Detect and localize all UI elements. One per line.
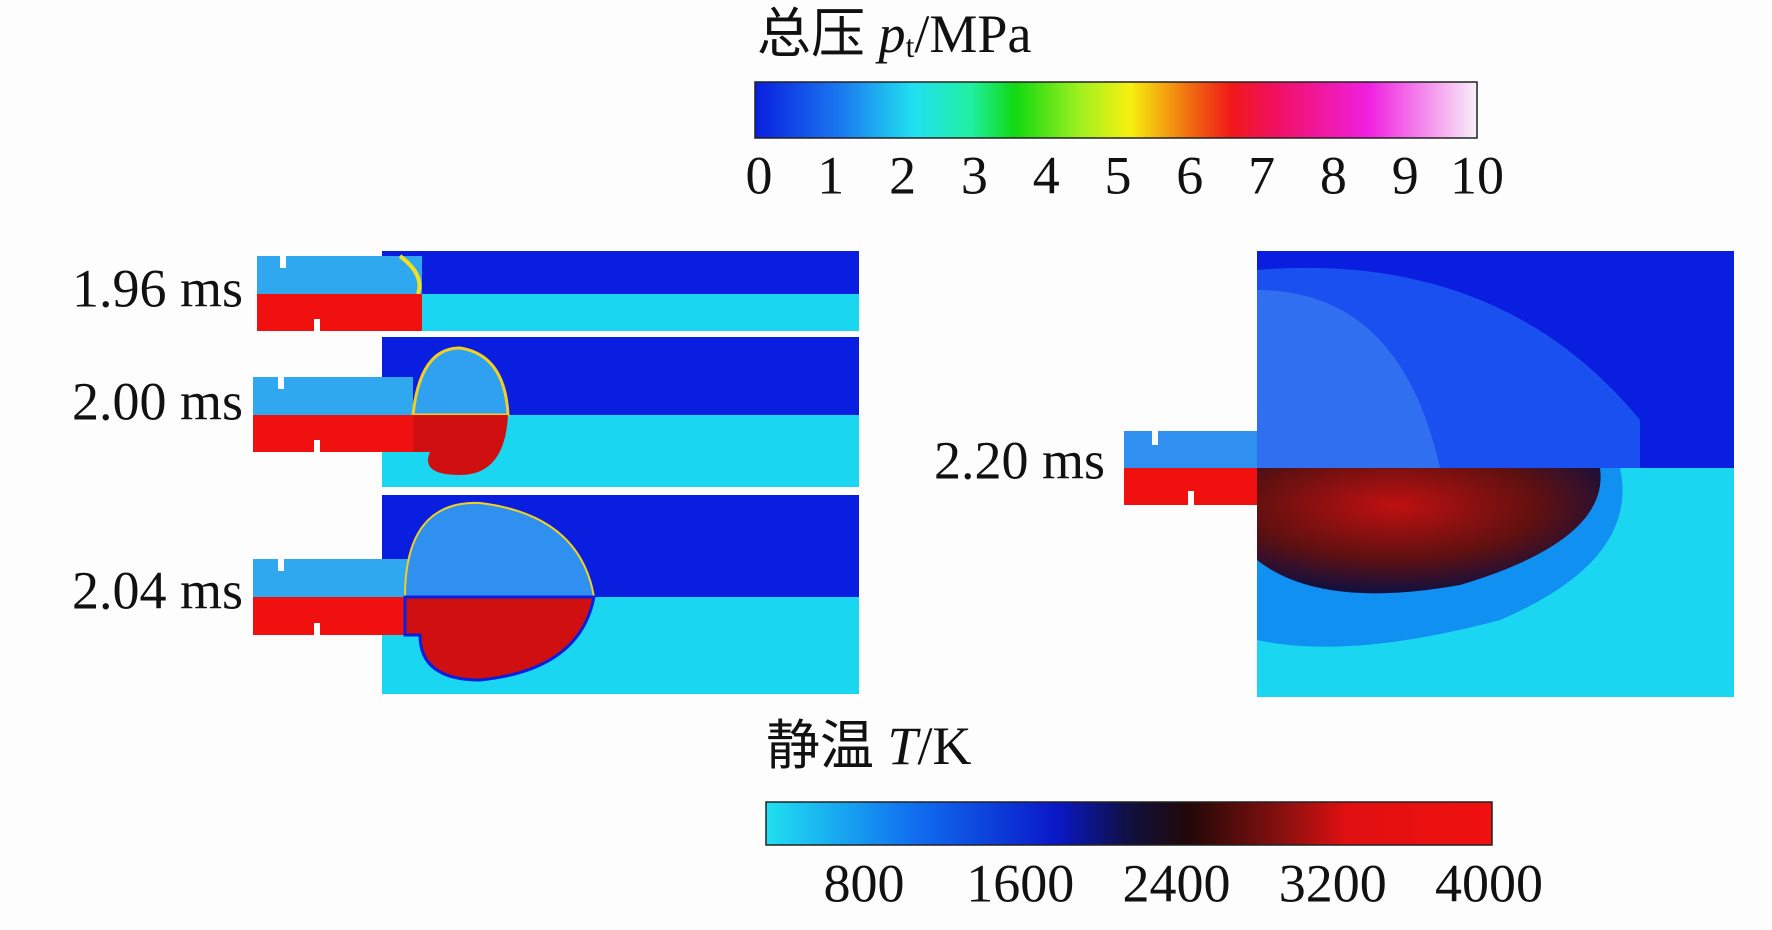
tick-label: 6 — [1176, 145, 1203, 205]
tick-label: 800 — [824, 853, 905, 913]
tick-label: 1600 — [966, 853, 1074, 913]
tick-label: 4 — [1033, 145, 1060, 205]
time-label: 1.96 ms — [72, 258, 243, 318]
time-label: 2.04 ms — [72, 560, 243, 620]
tick-label: 1 — [817, 145, 844, 205]
pressure-ticks: 0 1 2 3 4 5 6 7 8 9 10 — [746, 145, 1505, 205]
pressure-colorbar — [754, 81, 1478, 139]
tick-label: 9 — [1392, 145, 1419, 205]
temperature-ticks: 800 1600 2400 3200 4000 — [824, 853, 1544, 913]
snapshot-200 — [253, 337, 859, 487]
temperature-title: 静温 T/K — [766, 716, 972, 776]
tick-label: 3200 — [1279, 853, 1387, 913]
tick-label: 2400 — [1123, 853, 1231, 913]
tick-label: 10 — [1450, 145, 1504, 205]
time-label: 2.20 ms — [934, 430, 1105, 490]
time-label: 2.00 ms — [72, 371, 243, 431]
tick-label: 2 — [889, 145, 916, 205]
tick-label: 3 — [961, 145, 988, 205]
tick-label: 7 — [1248, 145, 1275, 205]
tick-label: 4000 — [1435, 853, 1543, 913]
tick-label: 0 — [746, 145, 773, 205]
snapshot-204 — [253, 495, 859, 694]
pressure-title: 总压 pt/MPa — [757, 4, 1031, 64]
tick-label: 8 — [1320, 145, 1347, 205]
snapshot-196 — [257, 251, 859, 331]
snapshot-220 — [1124, 251, 1734, 697]
temperature-colorbar — [765, 801, 1493, 846]
tick-label: 5 — [1105, 145, 1132, 205]
